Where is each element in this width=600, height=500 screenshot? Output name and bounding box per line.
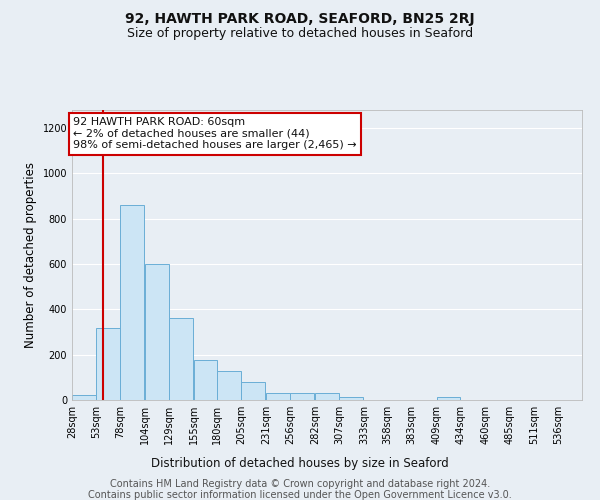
Text: Contains HM Land Registry data © Crown copyright and database right 2024.: Contains HM Land Registry data © Crown c… (110, 479, 490, 489)
Bar (290, 393, 314, 400)
Bar (266, 393, 290, 400)
Bar (194, 360, 217, 400)
Bar (315, 393, 339, 400)
Y-axis label: Number of detached properties: Number of detached properties (24, 162, 37, 348)
Bar (437, 396, 460, 400)
Text: Distribution of detached houses by size in Seaford: Distribution of detached houses by size … (151, 458, 449, 470)
Bar (120, 205, 144, 400)
Text: 92, HAWTH PARK ROAD, SEAFORD, BN25 2RJ: 92, HAWTH PARK ROAD, SEAFORD, BN25 2RJ (125, 12, 475, 26)
Bar (339, 396, 363, 400)
Bar (72, 396, 96, 400)
Bar (96, 328, 120, 400)
Bar (217, 370, 241, 400)
Text: Contains public sector information licensed under the Open Government Licence v3: Contains public sector information licen… (88, 490, 512, 500)
Text: Size of property relative to detached houses in Seaford: Size of property relative to detached ho… (127, 28, 473, 40)
Bar (145, 264, 169, 400)
Bar (241, 382, 265, 400)
Bar (169, 318, 193, 400)
Text: 92 HAWTH PARK ROAD: 60sqm
← 2% of detached houses are smaller (44)
98% of semi-d: 92 HAWTH PARK ROAD: 60sqm ← 2% of detach… (73, 117, 356, 150)
